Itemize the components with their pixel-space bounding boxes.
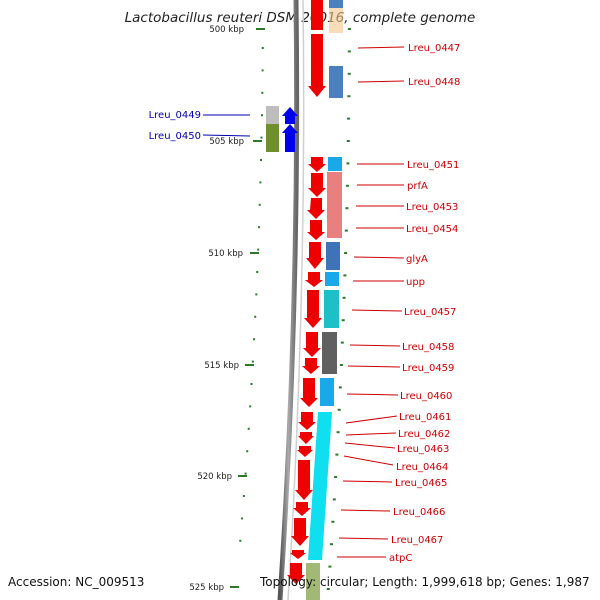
gene-label[interactable]: atpC [389,553,412,564]
reverse-genes [266,106,298,152]
gene-arrow[interactable] [300,378,318,407]
right-labels: Lreu_0447 Lreu_0448 Lreu_0451 prfA Lreu_… [389,43,460,564]
gene-arrow-reverse[interactable] [282,124,298,152]
function-block [326,242,340,270]
gene-label[interactable]: Lreu_0465 [395,478,447,489]
outer-tick-arc [239,47,264,542]
gene-label[interactable]: Lreu_0461 [399,412,451,423]
right-leader-lines [337,46,405,558]
gene-arrow[interactable] [306,242,324,269]
function-block [328,157,342,171]
leader-line [202,134,251,137]
genome-backbone [277,0,300,600]
topology-text: Topology: circular; Length: 1,999,618 bp… [260,575,590,589]
gene-label[interactable]: Lreu_0464 [396,462,448,473]
gene-arrow[interactable] [308,157,326,172]
gene-label[interactable]: Lreu_0447 [408,43,460,54]
function-block [329,66,343,98]
gene-label[interactable]: Lreu_0457 [404,307,456,318]
gene-label[interactable]: Lreu_0466 [393,507,445,518]
scale-label: 525 kbp [189,583,224,593]
gene-arrow[interactable] [302,358,320,374]
function-block [320,378,334,406]
gene-label[interactable]: Lreu_0467 [391,535,443,546]
forward-genes [287,0,326,584]
gene-label[interactable]: Lreu_0454 [406,224,458,235]
map-title: Lactobacillus reuteri DSM 20016, complet… [124,10,476,26]
leader-line [346,393,399,396]
leader-line [357,46,405,49]
gene-label[interactable]: Lreu_0459 [402,363,454,374]
gene-arrow[interactable] [287,563,305,584]
gene-arrow[interactable] [297,446,313,457]
function-block [329,0,343,8]
function-block [324,290,339,328]
function-blocks [306,0,343,600]
left-labels: Lreu_0449 Lreu_0450 [149,110,201,142]
function-block [325,272,339,286]
gene-label[interactable]: Lreu_0458 [402,342,454,353]
gene-arrow[interactable] [304,290,322,328]
function-block [306,563,320,600]
gene-label[interactable]: Lreu_0453 [406,202,458,213]
function-block [308,412,332,560]
scale-ticks [230,28,265,588]
scale-label: 500 kbp [209,25,244,35]
gene-label[interactable]: Lreu_0449 [149,110,201,121]
gene-label[interactable]: glyA [406,254,428,265]
gene-label[interactable]: upp [406,277,425,288]
gene-label[interactable]: Lreu_0448 [408,77,460,88]
gene-arrow[interactable] [293,502,311,516]
gene-arrow[interactable] [307,198,325,219]
inner-tick-arc [326,28,351,590]
gene-label[interactable]: Lreu_0463 [397,444,449,455]
leader-line [353,256,405,259]
gene-arrow[interactable] [295,460,313,500]
genome-backbone-inner [287,0,305,600]
gene-arrow[interactable] [298,432,314,444]
leader-line [338,537,389,540]
leader-line [345,432,397,436]
accession-text: Accession: NC_009513 [8,575,145,589]
function-block [322,332,337,374]
leader-line [340,509,391,512]
left-leader-lines [202,114,251,137]
gene-label[interactable]: Lreu_0462 [398,429,450,440]
leader-line [343,455,394,466]
scale-label: 505 kbp [209,137,244,147]
gene-label[interactable]: prfA [407,181,428,192]
leader-line [342,480,393,483]
gene-label[interactable]: Lreu_0450 [149,131,201,142]
gene-arrow[interactable] [308,173,326,197]
function-block [266,124,279,152]
scale-label: 510 kbp [208,249,243,259]
scale-labels: 500 kbp 505 kbp 510 kbp 515 kbp 520 kbp … [189,25,244,593]
scale-label: 515 kbp [204,361,239,371]
function-block [327,172,342,238]
leader-line [349,344,401,347]
scale-label: 520 kbp [197,472,232,482]
gene-arrow[interactable] [308,34,326,97]
function-block [329,8,343,33]
gene-label[interactable]: Lreu_0460 [400,391,452,402]
gene-label[interactable]: Lreu_0451 [407,160,459,171]
gene-arrow[interactable] [298,412,316,430]
leader-line [344,442,396,449]
gene-arrow[interactable] [307,220,325,240]
gene-arrow-reverse[interactable] [282,107,298,124]
gene-arrow[interactable] [291,518,309,546]
function-block [266,106,279,124]
gene-arrow[interactable] [305,272,323,287]
gene-arrow[interactable] [311,0,323,30]
leader-line [347,365,401,368]
leader-line [345,415,398,424]
gene-arrow[interactable] [303,332,321,357]
gene-arrow[interactable] [290,550,306,559]
leader-line [357,80,405,83]
leader-line [351,309,403,312]
